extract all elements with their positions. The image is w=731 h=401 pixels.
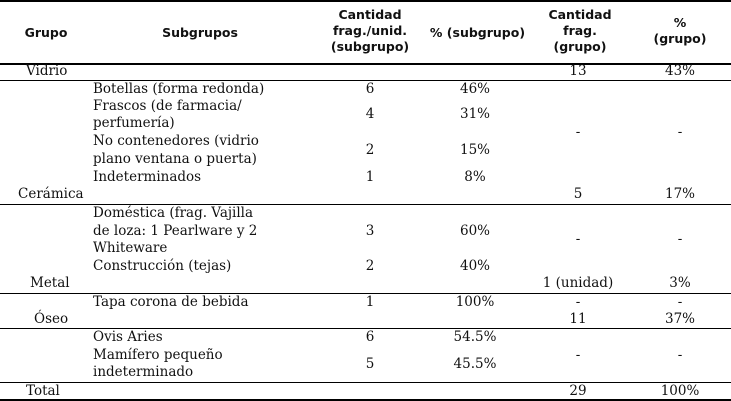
group-oseo-pct: 37%: [664, 311, 695, 327]
vidrio-row3-sub-l1: No contenedores (vidrio: [93, 133, 259, 149]
metal-cantidad-dash: -: [575, 294, 581, 310]
header-grupo: Grupo: [24, 25, 68, 40]
oseo-row1-sub: Ovis Aries: [93, 329, 163, 345]
oseo-row2-sub-l2: indeterminado: [93, 364, 194, 380]
ceramica-row1-sub-l3: Whiteware: [93, 240, 168, 256]
header-pct-grupo-l1: %: [673, 15, 687, 30]
header-cantidad-subgrupo: Cantidad frag./unid. (subgrupo): [305, 7, 435, 55]
oseo-row1-cant: 6: [365, 329, 375, 345]
header-subgrupos: Subgrupos: [162, 25, 238, 40]
metal-pct-dash: -: [677, 294, 683, 310]
header-cantidad-subgrupo-l3: (subgrupo): [330, 39, 410, 54]
vidrio-row4-cant: 1: [365, 169, 375, 185]
vidrio-pct-dash: -: [677, 124, 683, 140]
vidrio-row3-sub-l2: plano ventana o puerta): [93, 151, 257, 167]
header-pct-subgrupo: % (subgrupo): [429, 25, 526, 40]
header-cantidad-subgrupo-l1: Cantidad: [338, 7, 402, 22]
ceramica-row1-sub-l2: de loza: 1 Pearlware y 2: [93, 223, 258, 239]
group-metal-name: Metal: [30, 275, 70, 291]
table-bottom-rule: [0, 399, 731, 401]
group-ceramica-pct: 17%: [664, 186, 695, 202]
oseo-row2-sub-l1: Mamífero pequeño: [93, 347, 223, 363]
header-cantidad-grupo-l1: Cantidad: [548, 7, 612, 22]
group-vidrio-cantidad: 13: [569, 63, 587, 79]
total-cantidad: 29: [569, 383, 587, 399]
header-cantidad-grupo-l2: frag.: [563, 23, 597, 38]
group-metal-cantidad: 1 (unidad): [542, 275, 614, 291]
oseo-rule: [0, 328, 731, 329]
vidrio-cantidad-dash: -: [575, 124, 581, 140]
total-pct: 100%: [660, 383, 700, 399]
vidrio-row1-cant: 6: [365, 81, 375, 97]
metal-rule: [0, 293, 731, 294]
group-metal-pct: 3%: [669, 275, 691, 291]
ceramica-row1-cant: 3: [365, 223, 375, 239]
header-pct-grupo: % (grupo): [640, 15, 720, 47]
vidrio-row4-pct: 8%: [464, 169, 486, 185]
group-oseo-cantidad: 11: [569, 311, 587, 327]
vidrio-row1-sub: Botellas (forma redonda): [93, 81, 265, 97]
header-cantidad-grupo: Cantidad frag. (grupo): [525, 7, 635, 55]
ceramica-cantidad-dash: -: [575, 231, 581, 247]
ceramica-rule: [0, 204, 731, 205]
ceramica-pct-dash: -: [677, 231, 683, 247]
total-rule: [0, 382, 731, 383]
table-top-rule: [0, 0, 731, 2]
oseo-row2-cant: 5: [365, 356, 375, 372]
oseo-row1-pct: 54.5%: [453, 329, 497, 345]
vidrio-row4-sub: Indeterminados: [93, 169, 202, 185]
metal-row1-pct: 100%: [455, 294, 495, 310]
header-cantidad-subgrupo-l2: frag./unid.: [332, 23, 408, 38]
vidrio-row3-cant: 2: [365, 142, 375, 158]
group-oseo-name: Óseo: [34, 311, 69, 327]
vidrio-row2-pct: 31%: [459, 106, 490, 122]
vidrio-row2-sub-l1: Frascos (de farmacia/: [93, 98, 242, 114]
ceramica-row1-sub-l1: Doméstica (frag. Vajilla: [93, 205, 254, 221]
total-label: Total: [26, 383, 60, 399]
group-vidrio-pct: 43%: [664, 63, 695, 79]
oseo-cantidad-dash: -: [575, 347, 581, 363]
vidrio-row2-cant: 4: [365, 106, 375, 122]
vidrio-row3-pct: 15%: [459, 142, 490, 158]
oseo-row2-pct: 45.5%: [453, 356, 497, 372]
header-bottom-rule: [0, 63, 731, 65]
vidrio-row2-sub-l2: perfumería): [93, 115, 175, 131]
group-vidrio-name: Vidrio: [26, 63, 68, 79]
group-ceramica-cantidad: 5: [573, 186, 583, 202]
group-ceramica-name: Cerámica: [18, 186, 84, 202]
ceramica-row2-sub: Construcción (tejas): [93, 258, 232, 274]
oseo-pct-dash: -: [677, 347, 683, 363]
ceramica-row1-pct: 60%: [459, 223, 490, 239]
ceramica-row2-cant: 2: [365, 258, 375, 274]
header-pct-grupo-l2: (grupo): [653, 31, 707, 46]
header-cantidad-grupo-l3: (grupo): [553, 39, 607, 54]
vidrio-row1-pct: 46%: [459, 81, 490, 97]
vidrio-rule: [0, 80, 731, 81]
ceramica-row2-pct: 40%: [459, 258, 490, 274]
metal-row1-cant: 1: [365, 294, 375, 310]
metal-row1-sub: Tapa corona de bebida: [93, 294, 249, 310]
